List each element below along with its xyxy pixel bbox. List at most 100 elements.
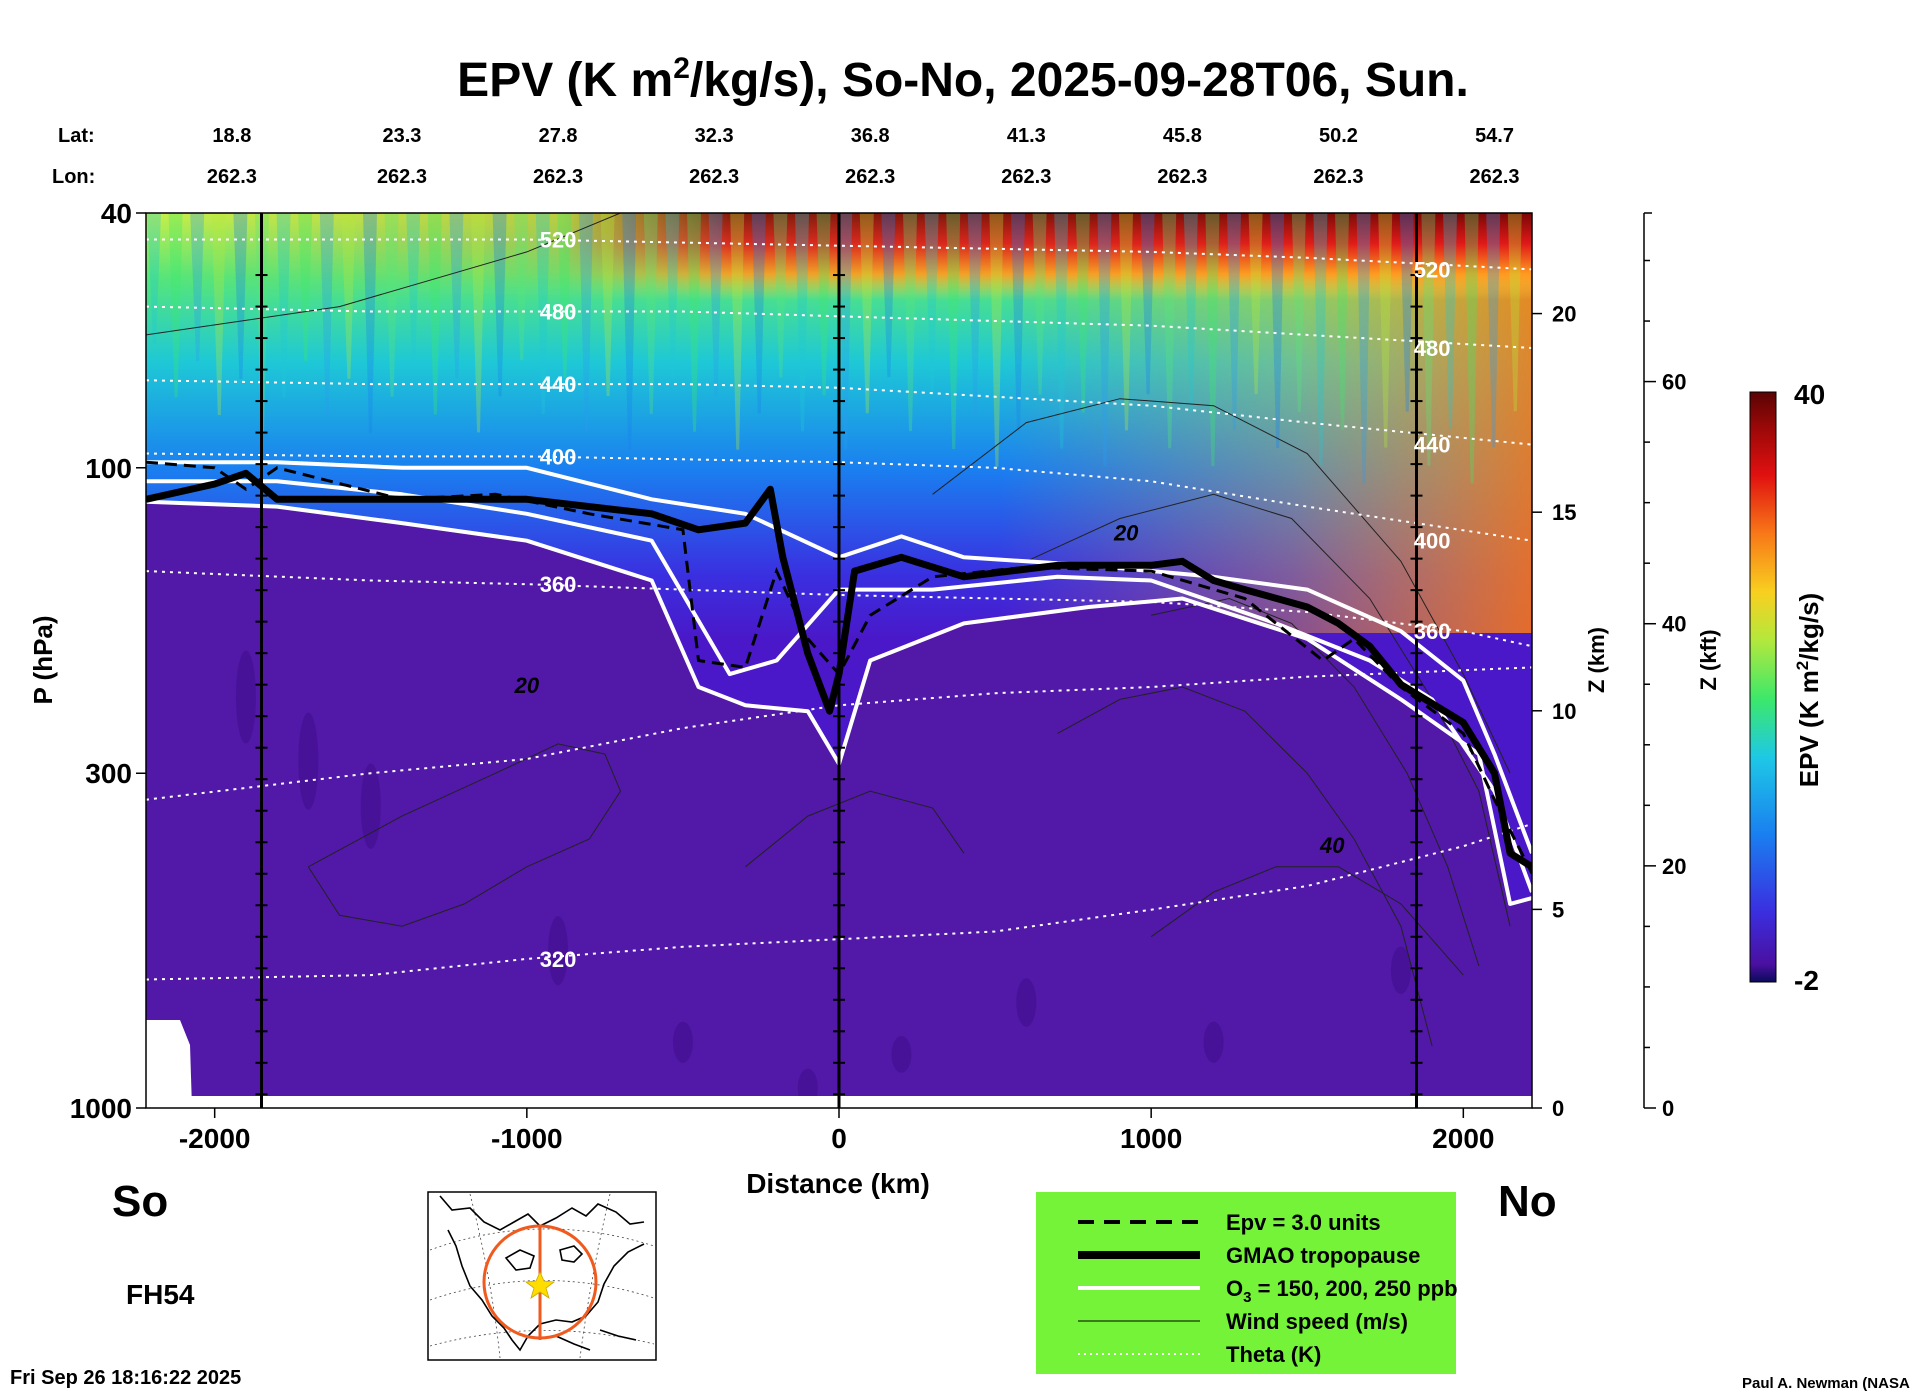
wind-speed-contours — [146, 213, 1511, 1047]
lat-value: 41.3 — [1007, 125, 1046, 147]
theta-label: 360 — [1414, 619, 1451, 644]
epv-patch — [235, 650, 256, 744]
lat-lon-header: Lat: Lon: 18.8 23.3 27.8 32.3 36.8 41.3 45.8 50… — [52, 125, 1520, 188]
epv-streak — [643, 213, 658, 414]
epv-streak — [1464, 213, 1479, 484]
z-km-axis: 0 5 10 15 20 — [1532, 302, 1576, 1121]
epv-streak — [211, 213, 226, 416]
theta-line — [146, 452, 1532, 542]
epv-streak — [449, 213, 464, 379]
axes: -2000 -1000 0 1000 2000 40 100 300 1000 0 5 10 15 2… — [28, 198, 1721, 1199]
wind-contour — [1151, 597, 1480, 967]
wind-contour — [1026, 493, 1511, 927]
epv-streak — [535, 213, 550, 415]
lat-value: 32.3 — [695, 125, 734, 147]
epv-streak — [1378, 213, 1393, 448]
epv-streak — [687, 213, 701, 432]
x-axis: -2000 -1000 0 1000 2000 — [179, 1108, 1494, 1154]
ozone-contour — [146, 460, 1532, 854]
epv-streak — [406, 213, 421, 361]
epv-streak — [1032, 213, 1047, 395]
wind-contour — [1150, 866, 1464, 976]
lon-value: 262.3 — [1470, 166, 1520, 188]
epv-streak — [946, 213, 961, 449]
chart-title: EPV (K m2/kg/s), So-No, 2025-09-28T06, S… — [457, 52, 1469, 107]
epv-streak — [514, 213, 529, 361]
epv-streak — [1313, 213, 1328, 466]
lat-value: 45.8 — [1163, 125, 1202, 147]
wind-contour — [745, 790, 965, 868]
legend-label: O3 = 150, 200, 250 ppb — [1226, 1276, 1458, 1306]
epv-3-contour — [146, 460, 1532, 874]
lat-value: 23.3 — [383, 125, 422, 147]
lat-value: 50.2 — [1319, 125, 1358, 147]
epv-streak — [795, 213, 809, 432]
epv-streak — [1162, 213, 1177, 449]
epv-streak — [816, 213, 831, 396]
epv-streak — [1270, 213, 1285, 448]
lon-row-label: Lon: — [52, 166, 95, 188]
epv-patch — [1203, 1021, 1224, 1063]
epv-streak — [363, 213, 377, 433]
forecast-hour-label: FH54 — [126, 1279, 195, 1310]
epv-streak — [579, 213, 593, 433]
y-axis-label: P (hPa) — [28, 615, 58, 704]
lat-value: 27.8 — [539, 125, 578, 147]
z-kft-tick-label: 20 — [1662, 854, 1686, 879]
colorbar-title: EPV (K m2/kg/s) — [1793, 593, 1824, 787]
lat-row-label: Lat: — [58, 125, 95, 147]
wind-labels: 20 20 40 — [514, 521, 1346, 859]
legend-label: Wind speed (m/s) — [1226, 1309, 1408, 1334]
x-axis-label: Distance (km) — [746, 1168, 930, 1199]
epv-streak — [665, 213, 680, 378]
epv-streak — [427, 213, 442, 415]
theta-label: 480 — [540, 299, 577, 324]
epv-patch — [891, 1035, 912, 1073]
theta-line — [146, 570, 1532, 648]
epv-streak — [1227, 213, 1241, 431]
y-tick-label: 40 — [101, 198, 132, 229]
epv-streak — [1248, 213, 1263, 395]
gmao-tropopause — [146, 469, 1532, 870]
z-kft-tick-label: 40 — [1662, 612, 1686, 637]
y-tick-label: 1000 — [70, 1093, 132, 1124]
epv-streak — [168, 213, 183, 398]
epv-streak — [622, 213, 637, 450]
epv-streak — [1421, 213, 1436, 466]
theta-isentropes — [146, 238, 1532, 981]
epv-patch — [360, 763, 381, 849]
z-km-tick-label: 20 — [1552, 302, 1576, 327]
epv-streak — [1075, 213, 1090, 413]
vertical-markers — [255, 213, 1423, 1108]
wind-contour — [1057, 686, 1433, 1047]
epv-patch — [548, 916, 569, 986]
colorbar-ramp — [1749, 391, 1777, 983]
epv-streak — [881, 213, 896, 378]
epv-streak — [147, 213, 161, 344]
epv-patch — [298, 712, 319, 810]
epv-streak — [557, 213, 572, 379]
epv-streak — [233, 213, 248, 380]
wind-contour — [307, 743, 622, 927]
x-tick-label: -1000 — [491, 1123, 563, 1154]
lon-value: 262.3 — [1313, 166, 1363, 188]
theta-label: 440 — [1414, 433, 1451, 458]
epv-streak — [903, 213, 917, 432]
lat-value: 54.7 — [1475, 125, 1514, 147]
epv-streak — [1507, 213, 1522, 412]
theta-label: 400 — [540, 444, 577, 469]
lat-value: 36.8 — [851, 125, 890, 147]
epv-streak — [319, 213, 334, 415]
wind-label: 20 — [514, 673, 540, 698]
wind-label: 40 — [1319, 833, 1345, 858]
lon-value: 262.3 — [377, 166, 427, 188]
epv-streak — [1097, 213, 1112, 467]
epv-streak — [989, 213, 1004, 467]
epv-streak — [276, 213, 291, 397]
epv-streak — [298, 213, 313, 361]
wind-contour — [932, 398, 1511, 774]
surface-gap — [146, 1020, 192, 1108]
epv-streak — [384, 213, 399, 397]
legend-label: Theta (K) — [1226, 1342, 1321, 1367]
